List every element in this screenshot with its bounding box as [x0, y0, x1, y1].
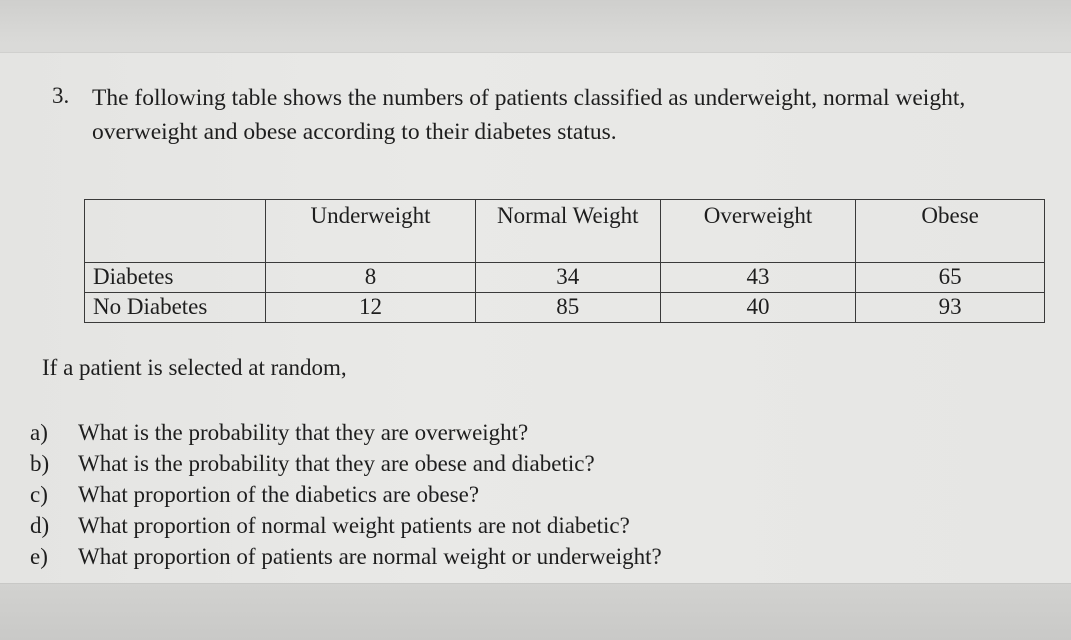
table-cell: 12: [265, 292, 476, 323]
table-row: Diabetes 8 34 43 65: [83, 262, 1045, 293]
subquestion-text: What proportion of patients are normal w…: [78, 544, 662, 569]
list-item: e) What proportion of patients are normal…: [30, 541, 662, 572]
question-number: 3.: [52, 83, 70, 108]
table-cell: 34: [474, 262, 661, 293]
subquestion-text: What proportion of the diabetics are obe…: [78, 482, 480, 507]
table-header-obese: Obese: [855, 199, 1045, 263]
list-item: d) What proportion of normal weight patie…: [30, 510, 662, 541]
table-cell: 85: [474, 292, 661, 323]
table-cell: 40: [659, 292, 857, 323]
table-row: No Diabetes 12 85 40 93: [83, 292, 1045, 323]
table-header-corner: [83, 199, 267, 263]
subquestion-letter: b): [30, 451, 50, 476]
subquestion-letter: a): [30, 420, 48, 445]
intro-text: If a patient is selected at random,: [42, 355, 347, 380]
subquestion-letter: d): [30, 513, 50, 538]
table-header-overweight: Overweight: [659, 199, 857, 263]
subquestion-list: a) What is the probability that they are …: [30, 417, 662, 572]
subquestion-letter: e): [30, 544, 48, 569]
list-item: c) What proportion of the diabetics are o…: [30, 479, 662, 510]
table-header-normal-weight: Normal Weight: [474, 199, 661, 263]
subquestion-text: What proportion of normal weight patient…: [78, 513, 630, 538]
row-label-diabetes: Diabetes: [83, 262, 267, 293]
table-header-underweight: Underweight: [265, 199, 476, 263]
list-item: b) What is the probability that they are …: [30, 448, 662, 479]
patient-table: Underweight Normal Weight Overweight Obe…: [83, 199, 1045, 323]
question-text: The following table shows the numbers of…: [92, 85, 966, 145]
table-cell: 43: [659, 262, 857, 293]
list-item: a) What is the probability that they are …: [30, 417, 662, 448]
row-label-no-diabetes: No Diabetes: [83, 292, 267, 323]
subquestion-text: What is the probability that they are ob…: [78, 451, 595, 476]
subquestion-text: What is the probability that they are ov…: [78, 420, 529, 445]
table-cell: 93: [855, 292, 1045, 323]
subquestion-letter: c): [30, 482, 48, 507]
table-header-row: Underweight Normal Weight Overweight Obe…: [83, 199, 1045, 263]
table-cell: 8: [265, 262, 476, 293]
table-cell: 65: [855, 262, 1045, 293]
